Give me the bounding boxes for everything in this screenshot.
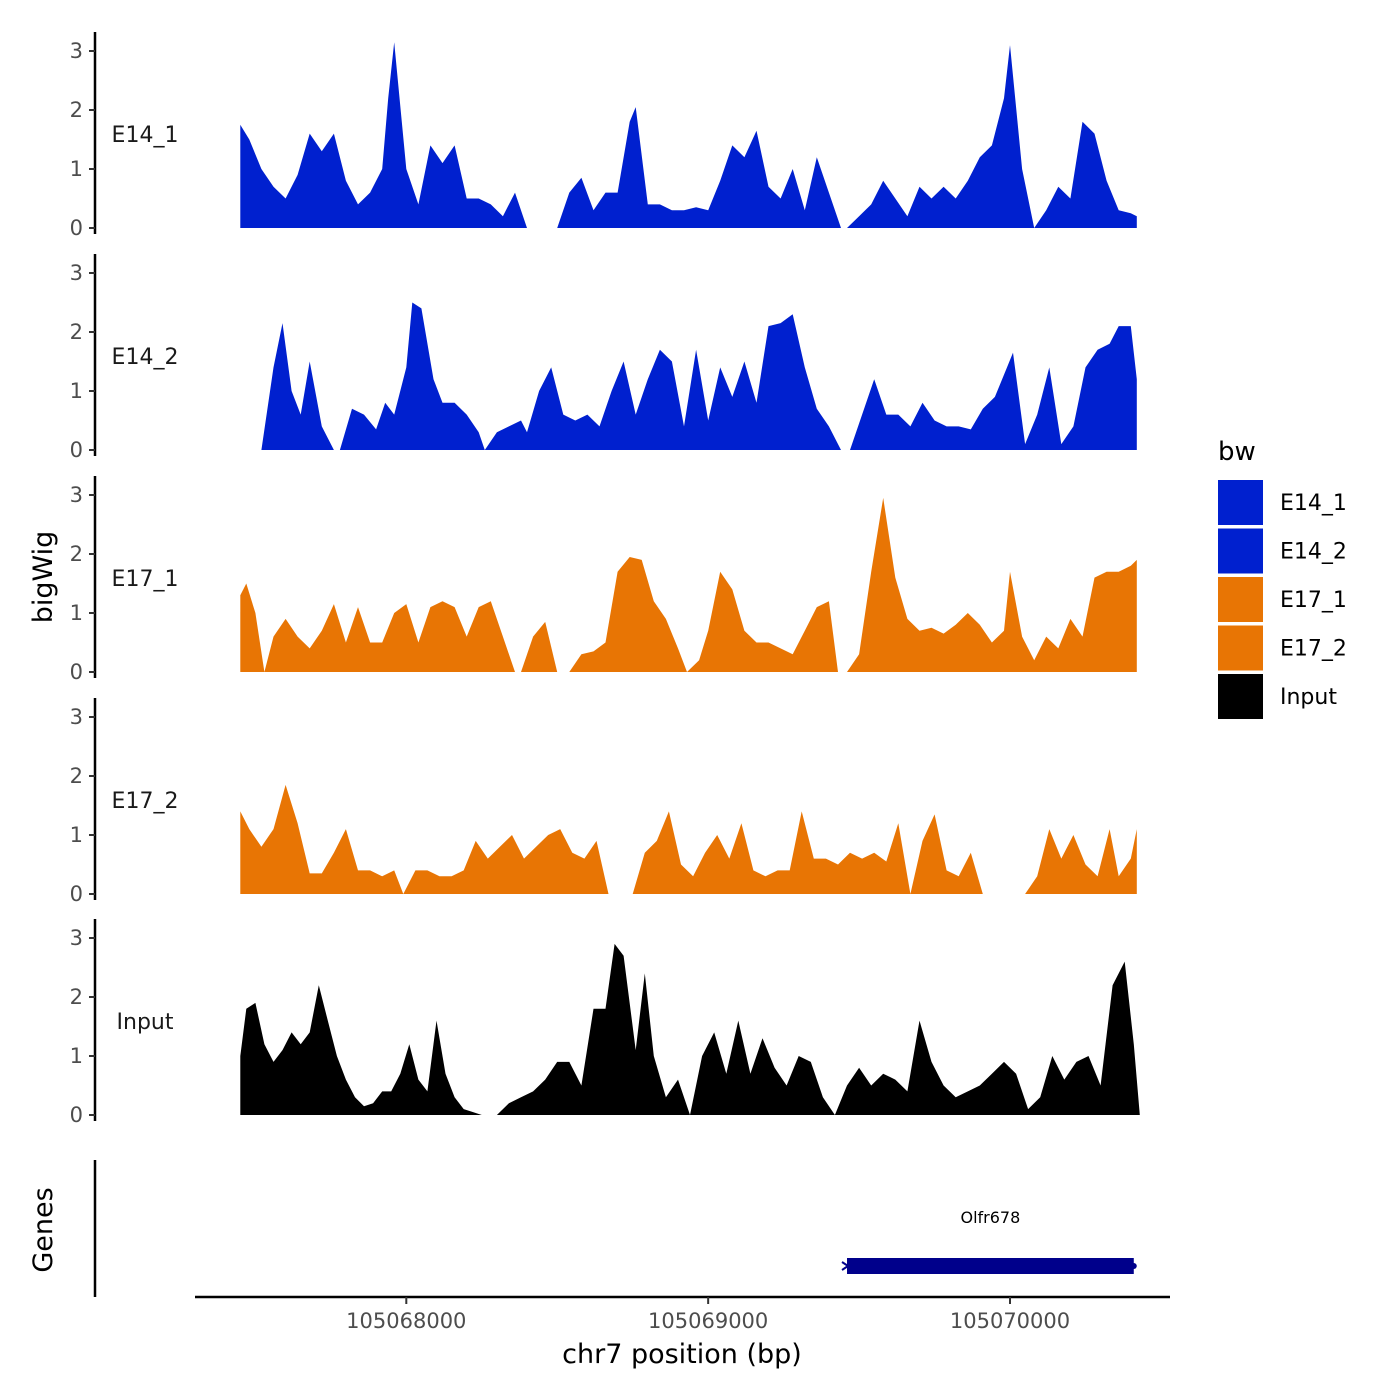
gene-strand-arrow-Olfr678 [841,1261,850,1271]
coverage-area-E14_2-0 [261,323,334,450]
y-tick-label-E17_1-1: 1 [70,601,83,625]
coverage-area-Input-0 [240,985,491,1115]
coverage-area-E17_1-3 [569,557,687,672]
coverage-area-E17_2-1 [403,829,609,894]
track-label-E17_2: E17_2 [112,789,179,814]
track-label-Input: Input [117,1010,174,1035]
y-tick-label-Input-3: 3 [70,926,83,950]
legend-items: E14_1 E14_2 E17_1 E17_2 Input [1218,480,1347,719]
coverage-area-E17_1-1 [264,601,515,672]
track-E17_1: 0 1 2 3 E17_1 [70,476,1137,684]
x-axis-title: chr7 position (bp) [562,1339,802,1370]
legend-label-E17_2: E17_2 [1280,637,1347,662]
coverage-area-E17_1-5 [847,497,1137,672]
legend-swatch-E14_1 [1218,480,1263,525]
y-tick-label-E17_1-0: 0 [70,660,83,684]
legend-swatch-Input [1218,674,1263,719]
legend-label-Input: Input [1280,685,1337,710]
legend-swatch-E14_2 [1218,528,1263,574]
y-tick-label-E14_2-3: 3 [70,261,83,285]
track-E14_2: 0 1 2 3 E14_2 [70,254,1137,462]
gene-end-marker-Olfr678 [1130,1263,1137,1269]
track-label-E14_1: E14_1 [112,123,179,148]
track-Input: 0 1 2 3 Input [70,919,1140,1127]
gene-label-Olfr678: Olfr678 [960,1208,1020,1227]
y-tick-label-E14_2-2: 2 [70,320,83,344]
track-E17_2: 0 1 2 3 E17_2 [70,698,1137,906]
genes-axis-title: Genes [28,1187,59,1272]
coverage-area-E14_2-3 [850,326,1137,450]
x-tick-label-105068000: 105068000 [346,1309,466,1333]
y-tick-label-E14_1-2: 2 [70,98,83,122]
y-tick-label-E14_2-0: 0 [70,438,83,462]
legend-label-E14_2: E14_2 [1280,540,1347,565]
legend-swatch-E17_1 [1218,577,1263,622]
track-label-E14_2: E14_2 [112,345,179,370]
y-tick-label-Input-0: 0 [70,1103,83,1127]
y-tick-label-E17_2-0: 0 [70,882,83,906]
y-axis-title: bigWig [28,531,59,624]
coverage-area-E17_1-2 [521,621,558,672]
legend-swatch-E17_2 [1218,625,1263,671]
gene-body-Olfr678 [847,1258,1134,1274]
coverage-area-E17_2-2 [632,811,1013,894]
y-tick-label-E14_1-0: 0 [70,216,83,240]
y-tick-label-E17_2-1: 1 [70,823,83,847]
x-tick-label-105069000: 105069000 [648,1309,768,1333]
y-tick-label-E14_2-1: 1 [70,379,83,403]
coverage-area-E17_1-4 [687,571,838,672]
coverage-area-E17_2-3 [1025,829,1137,894]
y-tick-label-E14_1-3: 3 [70,39,83,63]
legend-label-E17_1: E17_1 [1280,588,1347,613]
tracks-layer: 0 1 2 3 E14_1 0 1 2 3 E14_2 0 1 2 3 E17_1 0 1 2 3 E17_2 0 1 2 3… [70,32,1140,1127]
coverage-area-E14_2-2 [484,314,841,450]
y-tick-label-Input-2: 2 [70,985,83,1009]
coverage-area-E14_1-1 [557,107,841,228]
coverage-area-E14_2-1 [339,302,485,450]
coverage-area-E14_1-2 [847,45,1137,228]
y-tick-label-E17_1-2: 2 [70,542,83,566]
x-tick-label-105070000: 105070000 [950,1309,1070,1333]
track-label-E17_1: E17_1 [112,567,179,592]
legend-title: bw [1218,437,1256,467]
legend-label-E14_1: E14_1 [1280,491,1347,516]
y-tick-label-E17_2-2: 2 [70,764,83,788]
x-axis: 105068000 105069000 105070000 [195,1295,1170,1333]
y-tick-label-E17_2-3: 3 [70,705,83,729]
track-E14_1: 0 1 2 3 E14_1 [70,32,1137,240]
coverage-area-E17_1-0 [240,583,265,672]
coverage-area-E14_1-0 [240,42,528,229]
genes-panel: Olfr678 [93,1160,1137,1297]
y-tick-label-E17_1-3: 3 [70,483,83,507]
y-tick-label-E14_1-1: 1 [70,157,83,181]
legend: bw E14_1 E14_2 E17_1 E17_2 Input [1218,437,1347,719]
y-tick-label-Input-1: 1 [70,1044,83,1068]
coverage-area-Input-1 [496,943,1140,1115]
coverage-area-E17_2-0 [240,784,404,894]
